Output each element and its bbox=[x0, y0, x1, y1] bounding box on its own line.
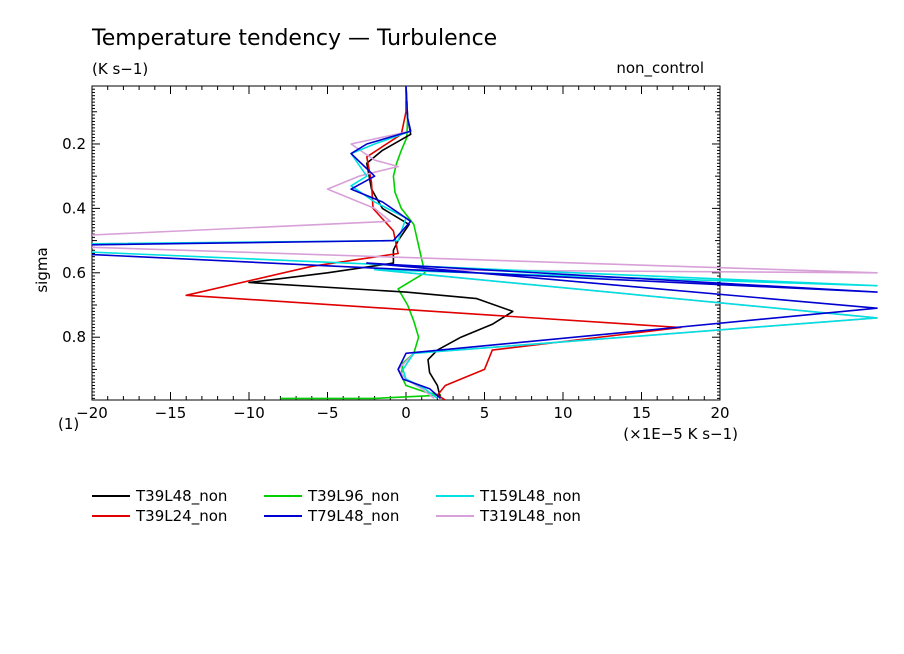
x-tick-label: −15 bbox=[155, 404, 187, 422]
x-tick-label: 20 bbox=[710, 404, 729, 422]
legend-label: T39L96_non bbox=[307, 487, 399, 506]
chart-units-label: (K s−1) bbox=[92, 60, 148, 78]
chart-title: Temperature tendency — Turbulence bbox=[91, 26, 497, 51]
x-tick-label: −20 bbox=[76, 404, 108, 422]
y-tick-label: 0.6 bbox=[62, 264, 86, 282]
series-lines bbox=[92, 86, 878, 400]
series-line-t39l24_non bbox=[185, 86, 682, 400]
chart-tag: non_control bbox=[616, 59, 704, 78]
y-tick-labels: 0.2 0.4 0.6 0.8 bbox=[62, 135, 86, 346]
legend-label: T39L48_non bbox=[135, 487, 227, 506]
x-tick-label: −10 bbox=[233, 404, 265, 422]
panel-index: (1) bbox=[58, 415, 79, 433]
legend-label: T39L24_non bbox=[135, 507, 227, 526]
x-tick-label: 10 bbox=[553, 404, 572, 422]
legend-label: T159L48_non bbox=[479, 487, 581, 506]
legend-label: T79L48_non bbox=[307, 507, 399, 526]
x-axis-scale-label: (×1E−5 K s−1) bbox=[623, 425, 738, 443]
legend-label: T319L48_non bbox=[479, 507, 581, 526]
series-line-t39l96_non bbox=[280, 86, 442, 400]
x-tick-label: −5 bbox=[316, 404, 338, 422]
x-tick-labels: −20 −15 −10 −5 0 5 10 15 20 bbox=[76, 404, 729, 422]
y-axis-label: sigma bbox=[33, 247, 51, 292]
x-tick-label: 5 bbox=[480, 404, 490, 422]
series-line-t79l48_non bbox=[92, 86, 878, 399]
y-tick-label: 0.4 bbox=[62, 199, 86, 217]
x-tick-label: 0 bbox=[401, 404, 411, 422]
y-tick-label: 0.8 bbox=[62, 328, 86, 346]
x-tick-label: 15 bbox=[632, 404, 651, 422]
series-line-t159l48_non bbox=[92, 86, 878, 400]
y-tick-label: 0.2 bbox=[62, 135, 86, 153]
